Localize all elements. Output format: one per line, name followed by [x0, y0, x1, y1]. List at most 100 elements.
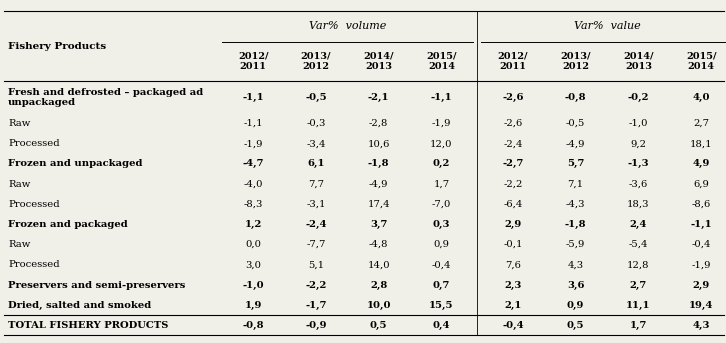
Text: 0,9: 0,9	[567, 301, 584, 310]
Text: -4,0: -4,0	[243, 180, 263, 189]
Text: 2014/
2013: 2014/ 2013	[364, 51, 394, 71]
Text: -4,3: -4,3	[566, 200, 585, 209]
Text: Fresh and defrosted – packaged ad
unpackaged: Fresh and defrosted – packaged ad unpack…	[8, 88, 203, 107]
Text: 10,6: 10,6	[367, 139, 390, 148]
Text: -1,1: -1,1	[242, 93, 264, 102]
Text: 6,1: 6,1	[307, 159, 325, 168]
Text: -2,4: -2,4	[503, 139, 523, 148]
Text: 15,5: 15,5	[429, 301, 454, 310]
Text: Frozen and unpackaged: Frozen and unpackaged	[8, 159, 142, 168]
Text: 2012/
2011: 2012/ 2011	[238, 51, 269, 71]
Text: 0,4: 0,4	[433, 321, 450, 330]
Text: 2,7: 2,7	[693, 119, 709, 128]
Text: Fishery Products: Fishery Products	[8, 42, 106, 51]
Text: 0,2: 0,2	[433, 159, 450, 168]
Text: 12,0: 12,0	[430, 139, 452, 148]
Text: 2013/
2012: 2013/ 2012	[560, 51, 591, 71]
Text: Processed: Processed	[8, 260, 60, 269]
Text: -5,9: -5,9	[566, 240, 585, 249]
Text: 0,0: 0,0	[245, 240, 261, 249]
Text: -1,3: -1,3	[627, 159, 649, 168]
Text: 18,1: 18,1	[690, 139, 712, 148]
Text: -2,7: -2,7	[502, 159, 523, 168]
Text: -5,4: -5,4	[629, 240, 648, 249]
Text: 2,1: 2,1	[504, 301, 521, 310]
Text: 9,2: 9,2	[630, 139, 646, 148]
Text: 0,5: 0,5	[567, 321, 584, 330]
Text: -0,3: -0,3	[306, 119, 325, 128]
Text: 2,7: 2,7	[629, 281, 647, 289]
Text: Raw: Raw	[8, 180, 30, 189]
Text: 2,4: 2,4	[629, 220, 647, 229]
Text: 2,9: 2,9	[693, 281, 710, 289]
Text: 3,6: 3,6	[567, 281, 584, 289]
Text: 2,3: 2,3	[504, 281, 521, 289]
Text: 7,7: 7,7	[308, 180, 324, 189]
Text: 4,3: 4,3	[568, 260, 584, 269]
Text: -0,8: -0,8	[242, 321, 264, 330]
Text: Var%  volume: Var% volume	[309, 21, 386, 31]
Text: -0,4: -0,4	[502, 321, 523, 330]
Text: -0,4: -0,4	[432, 260, 451, 269]
Text: 2015/
2014: 2015/ 2014	[426, 51, 457, 71]
Text: 14,0: 14,0	[367, 260, 390, 269]
Text: Raw: Raw	[8, 119, 30, 128]
Text: 7,6: 7,6	[505, 260, 521, 269]
Text: Raw: Raw	[8, 240, 30, 249]
Text: 5,7: 5,7	[567, 159, 584, 168]
Text: 1,7: 1,7	[433, 180, 449, 189]
Text: 2,9: 2,9	[505, 220, 521, 229]
Text: -3,4: -3,4	[306, 139, 325, 148]
Text: 0,5: 0,5	[370, 321, 388, 330]
Text: -3,1: -3,1	[306, 200, 325, 209]
Text: -1,0: -1,0	[242, 281, 264, 289]
Text: -2,2: -2,2	[503, 180, 523, 189]
Text: 3,7: 3,7	[370, 220, 387, 229]
Text: 5,1: 5,1	[308, 260, 324, 269]
Text: -0,9: -0,9	[305, 321, 327, 330]
Text: -8,6: -8,6	[692, 200, 711, 209]
Text: 12,8: 12,8	[627, 260, 650, 269]
Text: Processed: Processed	[8, 139, 60, 148]
Text: 4,3: 4,3	[693, 321, 710, 330]
Text: -1,9: -1,9	[691, 260, 711, 269]
Text: -0,4: -0,4	[691, 240, 711, 249]
Text: Frozen and packaged: Frozen and packaged	[8, 220, 128, 229]
Text: -2,2: -2,2	[305, 281, 327, 289]
Text: -0,8: -0,8	[565, 93, 587, 102]
Text: Dried, salted and smoked: Dried, salted and smoked	[8, 301, 151, 310]
Text: 4,9: 4,9	[693, 159, 710, 168]
Text: 1,2: 1,2	[245, 220, 262, 229]
Text: 2,8: 2,8	[370, 281, 387, 289]
Text: Processed: Processed	[8, 200, 60, 209]
Text: 1,9: 1,9	[245, 301, 262, 310]
Text: -0,1: -0,1	[503, 240, 523, 249]
Text: 2014/
2013: 2014/ 2013	[623, 51, 653, 71]
Text: -4,9: -4,9	[369, 180, 388, 189]
Text: 17,4: 17,4	[367, 200, 390, 209]
Text: -8,3: -8,3	[243, 200, 263, 209]
Text: 2012/
2011: 2012/ 2011	[497, 51, 528, 71]
Text: -1,1: -1,1	[690, 220, 712, 229]
Text: -0,2: -0,2	[628, 93, 649, 102]
Text: Preservers and semi-preservers: Preservers and semi-preservers	[8, 281, 185, 289]
Text: 2015/
2014: 2015/ 2014	[686, 51, 717, 71]
Text: 18,3: 18,3	[627, 200, 650, 209]
Text: -7,0: -7,0	[432, 200, 451, 209]
Text: -3,6: -3,6	[629, 180, 648, 189]
Text: TOTAL FISHERY PRODUCTS: TOTAL FISHERY PRODUCTS	[8, 321, 168, 330]
Text: 0,9: 0,9	[433, 240, 449, 249]
Text: 3,0: 3,0	[245, 260, 261, 269]
Text: 6,9: 6,9	[693, 180, 709, 189]
Text: -2,1: -2,1	[368, 93, 389, 102]
Text: -0,5: -0,5	[566, 119, 585, 128]
Text: -2,4: -2,4	[305, 220, 327, 229]
Text: -0,5: -0,5	[305, 93, 327, 102]
Text: 1,7: 1,7	[629, 321, 647, 330]
Text: -4,9: -4,9	[566, 139, 585, 148]
Text: -1,1: -1,1	[431, 93, 452, 102]
Text: -1,8: -1,8	[368, 159, 389, 168]
Text: -1,0: -1,0	[629, 119, 648, 128]
Text: -1,8: -1,8	[565, 220, 587, 229]
Text: Var%  value: Var% value	[574, 21, 640, 31]
